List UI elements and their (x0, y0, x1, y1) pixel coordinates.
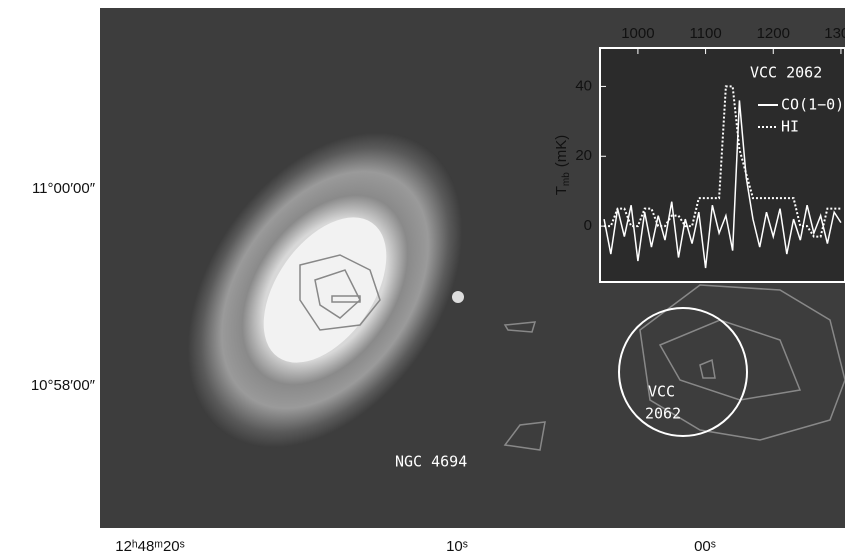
x-tick-label: 1200 (757, 25, 790, 42)
galaxy-label: NGC 4694 (395, 453, 467, 471)
legend-label: CO(1−0) (781, 96, 844, 114)
ra-label: 10ˢ (446, 538, 468, 555)
star (452, 291, 464, 303)
y-tick-label: 40 (575, 77, 592, 94)
aperture-circle (618, 307, 748, 437)
ra-label: 12ʰ48ᵐ20ˢ (115, 538, 185, 555)
inset-title: VCC 2062 (750, 64, 822, 82)
series-line (604, 85, 841, 238)
legend-label: HI (781, 118, 799, 136)
series-line (603, 100, 842, 269)
y-axis-label: Tmb (mK) (553, 135, 572, 196)
y-label-unit: (mK) (553, 135, 570, 168)
x-tick-label: 1100 (689, 25, 721, 42)
ra-label: 00ˢ (694, 538, 716, 555)
dwarf-label: 2062 (645, 405, 681, 423)
dec-label: 10°58′00″ (31, 377, 96, 394)
spectrum-inset: 1000 1100 1200 1300 0 20 40 Tmb (mK) VCC 2062 CO(1… (553, 25, 845, 283)
y-label-main: T (553, 186, 570, 195)
y-tick-label: 20 (575, 147, 592, 164)
dwarf-label: VCC (648, 383, 675, 401)
y-label-sub: mb (561, 172, 572, 186)
y-tick-label: 0 (584, 217, 592, 234)
x-tick-label: 1000 (621, 25, 654, 42)
x-tick-label: 1300 (824, 25, 845, 42)
dec-label: 11°00′00″ (32, 180, 96, 197)
